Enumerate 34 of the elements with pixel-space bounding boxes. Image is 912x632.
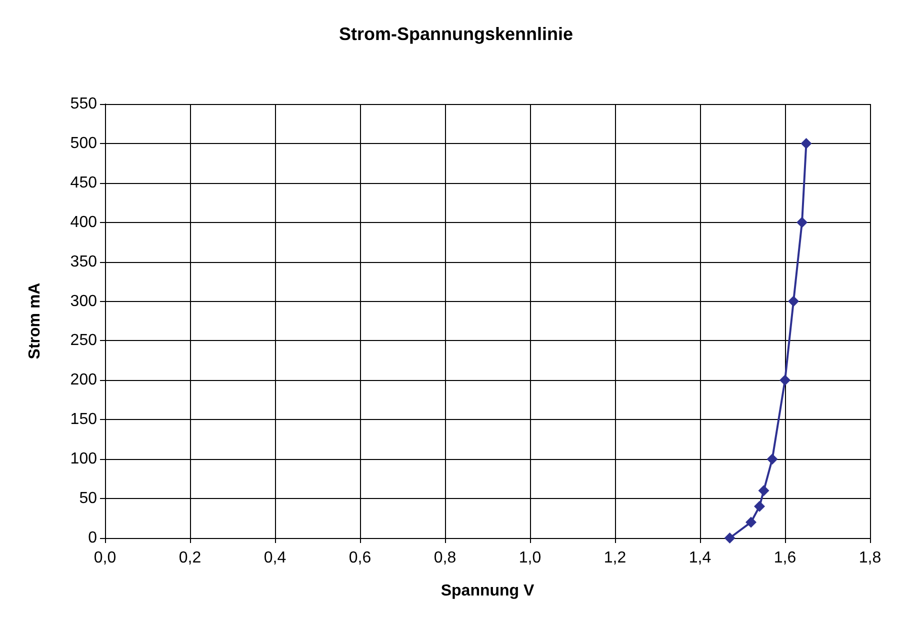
x-tick-label: 1,6 bbox=[774, 550, 796, 566]
point bbox=[746, 516, 756, 528]
point bbox=[766, 454, 778, 465]
x-axis-title: Spannung V bbox=[440, 582, 534, 600]
point bbox=[800, 138, 812, 149]
y-axis-title: Strom mA bbox=[26, 282, 44, 360]
y-tick-label: 100 bbox=[70, 450, 98, 468]
point bbox=[796, 216, 808, 228]
y-tick-label: 250 bbox=[70, 332, 98, 350]
x-tick-label: 1,8 bbox=[858, 550, 882, 566]
point bbox=[724, 532, 736, 544]
x-tick-label: 0,4 bbox=[264, 550, 286, 566]
y-tick-label: 300 bbox=[70, 292, 98, 310]
point bbox=[780, 374, 790, 386]
point bbox=[758, 485, 770, 496]
y-tick-label: 350 bbox=[70, 253, 98, 270]
x-tick-label: 0,6 bbox=[348, 550, 372, 566]
x-tick-label: 1,2 bbox=[604, 550, 626, 566]
y-tick-label: 50 bbox=[79, 490, 98, 508]
y-tick-label: 450 bbox=[70, 174, 98, 192]
point bbox=[788, 296, 799, 307]
x-tick-label: 0,2 bbox=[178, 550, 202, 566]
x-tick-label: 0,8 bbox=[434, 550, 456, 566]
point bbox=[754, 500, 765, 512]
y-tick-label: 400 bbox=[70, 214, 98, 231]
y-tick-label: 200 bbox=[70, 372, 98, 389]
y-tick-label: 0 bbox=[88, 530, 98, 546]
x-tick-label: 1,0 bbox=[518, 550, 542, 566]
y-tick-label: 150 bbox=[70, 411, 98, 428]
x-tick-label: 0,0 bbox=[94, 550, 116, 566]
chart-title: Strom-Spannungskennlinie bbox=[338, 24, 574, 44]
x-tick-label: 1,4 bbox=[688, 550, 712, 566]
y-tick-label: 550 bbox=[70, 96, 98, 112]
y-tick-label: 500 bbox=[70, 134, 98, 152]
